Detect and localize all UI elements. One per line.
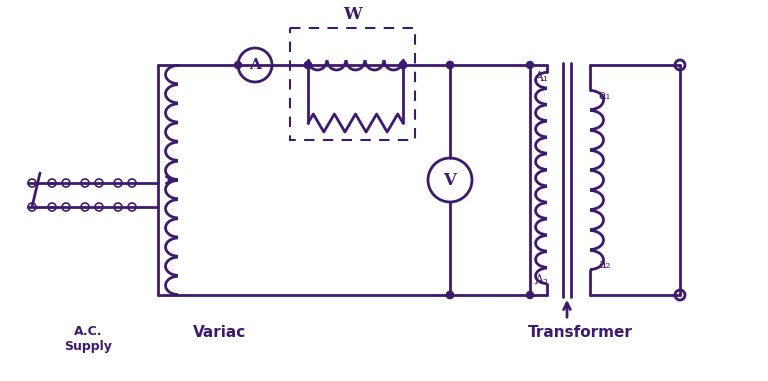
- Text: a₁: a₁: [598, 88, 611, 101]
- Text: Variac: Variac: [194, 325, 247, 340]
- Circle shape: [234, 61, 241, 69]
- Text: a₂: a₂: [598, 258, 611, 272]
- Text: A.C.
Supply: A.C. Supply: [64, 325, 112, 353]
- Circle shape: [446, 61, 453, 69]
- Circle shape: [399, 61, 406, 69]
- Circle shape: [527, 61, 534, 69]
- Circle shape: [446, 291, 453, 298]
- Circle shape: [527, 291, 534, 298]
- Circle shape: [446, 291, 453, 298]
- Text: W: W: [343, 6, 362, 23]
- Text: A: A: [249, 58, 261, 72]
- Circle shape: [304, 61, 312, 69]
- Circle shape: [304, 61, 312, 69]
- Text: V: V: [444, 171, 456, 189]
- Text: Transformer: Transformer: [528, 325, 632, 340]
- Text: A₂: A₂: [534, 274, 548, 287]
- Circle shape: [446, 61, 453, 69]
- Bar: [290, 28, 415, 140]
- Text: A₁: A₁: [534, 70, 548, 83]
- Circle shape: [399, 61, 406, 69]
